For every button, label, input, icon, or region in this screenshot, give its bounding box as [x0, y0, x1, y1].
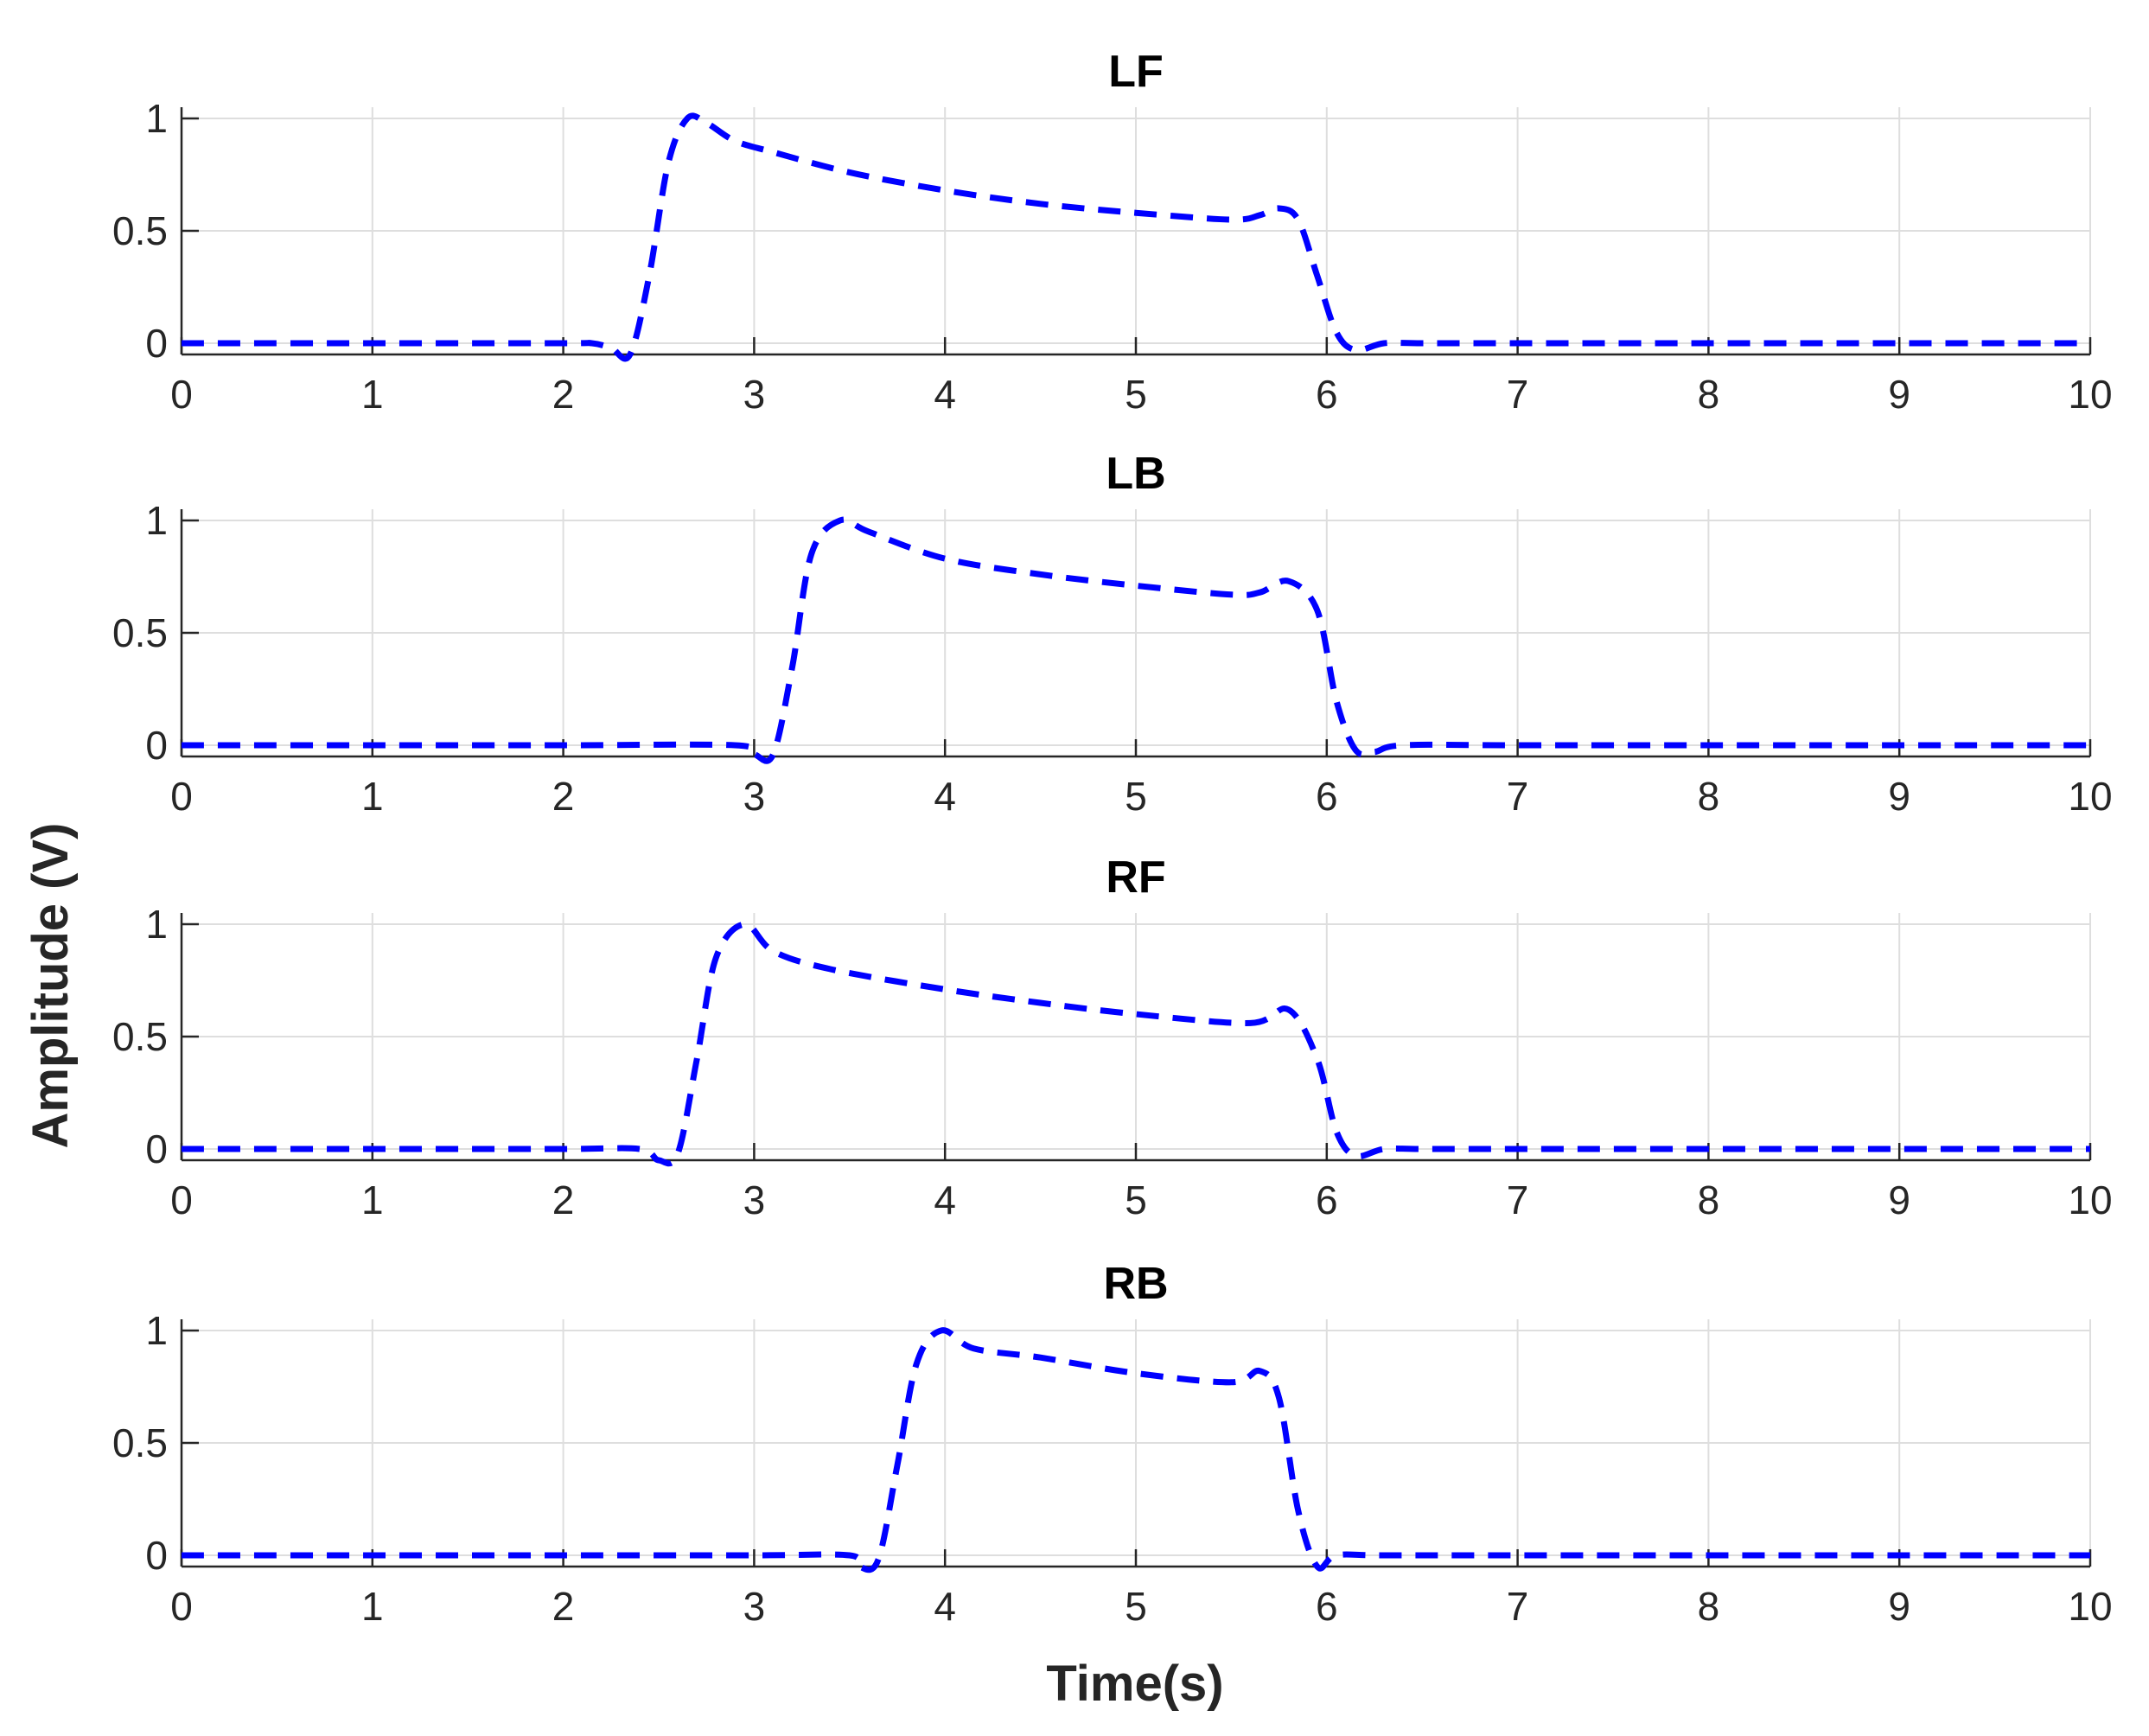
- x-tick-label: 4: [934, 372, 956, 417]
- panel-rf: 0 1 2 3 4 5 6 7 8 9 10 0 0.5 1 RF: [112, 852, 2113, 1222]
- x-tick-label: 2: [552, 774, 575, 819]
- series-line-lf: [182, 112, 2090, 362]
- x-tick-label: 9: [1888, 372, 1910, 417]
- x-tick-label: 8: [1698, 1178, 1720, 1222]
- x-tick-label: 9: [1888, 774, 1910, 819]
- x-tick-label: 0: [170, 774, 193, 819]
- y-tick-label: 0.5: [112, 1420, 168, 1465]
- y-axis-title: Amplitude (V): [22, 823, 79, 1149]
- x-tick-label: 3: [743, 1178, 766, 1222]
- x-tick-label: 9: [1888, 1584, 1910, 1629]
- panel-lf: 0 1 2 3 4 5 6 7 8 9 10 0 0.5 1 LF: [112, 47, 2113, 417]
- x-tick-label: 10: [2068, 774, 2112, 819]
- x-tick-label: 5: [1125, 774, 1147, 819]
- x-tick-label: 7: [1507, 1178, 1529, 1222]
- x-tick-label: 9: [1888, 1178, 1910, 1222]
- x-tick-label: 6: [1316, 372, 1338, 417]
- x-tick-label: 1: [361, 372, 384, 417]
- x-tick-label: 3: [743, 774, 766, 819]
- y-tick-label: 0: [145, 1533, 168, 1578]
- series-line-rf: [182, 921, 2090, 1167]
- x-tick-label: 2: [552, 1178, 575, 1222]
- panel-title-rb: RB: [1103, 1259, 1168, 1309]
- x-tick-label: 2: [552, 372, 575, 417]
- panel-title-lf: LF: [1108, 47, 1164, 97]
- x-tick-label: 10: [2068, 1584, 2112, 1629]
- x-tick-label: 10: [2068, 372, 2112, 417]
- x-tick-label: 4: [934, 1178, 956, 1222]
- y-tick-label: 0.5: [112, 208, 168, 253]
- x-tick-label: 8: [1698, 1584, 1720, 1629]
- x-tick-label: 5: [1125, 1178, 1147, 1222]
- x-axis-title: Time(s): [1046, 1656, 1223, 1712]
- x-tick-label: 5: [1125, 372, 1147, 417]
- x-tick-label: 0: [170, 1178, 193, 1222]
- series-line-lb: [182, 516, 2090, 764]
- x-tick-label: 1: [361, 1178, 384, 1222]
- panel-title-rf: RF: [1106, 852, 1165, 903]
- x-tick-label: 8: [1698, 372, 1720, 417]
- x-tick-label: 5: [1125, 1584, 1147, 1629]
- x-tick-label: 3: [743, 372, 766, 417]
- y-tick-label: 0.5: [112, 610, 168, 655]
- x-tick-label: 7: [1507, 774, 1529, 819]
- x-tick-label: 6: [1316, 1178, 1338, 1222]
- x-tick-label: 2: [552, 1584, 575, 1629]
- x-tick-label: 0: [170, 372, 193, 417]
- y-tick-label: 1: [145, 96, 168, 141]
- y-tick-label: 0.5: [112, 1014, 168, 1059]
- y-tick-label: 1: [145, 1308, 168, 1353]
- y-tick-label: 1: [145, 498, 168, 543]
- x-tick-label: 1: [361, 774, 384, 819]
- y-tick-label: 1: [145, 902, 168, 947]
- x-tick-label: 4: [934, 1584, 956, 1629]
- x-tick-label: 7: [1507, 1584, 1529, 1629]
- x-tick-label: 1: [361, 1584, 384, 1629]
- x-tick-label: 6: [1316, 774, 1338, 819]
- x-tick-label: 7: [1507, 372, 1529, 417]
- y-tick-label: 0: [145, 723, 168, 768]
- x-tick-label: 4: [934, 774, 956, 819]
- y-tick-label: 0: [145, 1126, 168, 1171]
- panel-lb: 0 1 2 3 4 5 6 7 8 9 10 0 0.5 1 LB: [112, 449, 2113, 819]
- x-tick-label: 3: [743, 1584, 766, 1629]
- panel-title-lb: LB: [1106, 449, 1165, 499]
- y-tick-label: 0: [145, 321, 168, 366]
- x-tick-label: 10: [2068, 1178, 2112, 1222]
- panel-rb: 0 1 2 3 4 5 6 7 8 9 10 0 0.5 1 RB: [112, 1259, 2113, 1629]
- x-tick-label: 8: [1698, 774, 1720, 819]
- x-tick-label: 0: [170, 1584, 193, 1629]
- x-tick-label: 6: [1316, 1584, 1338, 1629]
